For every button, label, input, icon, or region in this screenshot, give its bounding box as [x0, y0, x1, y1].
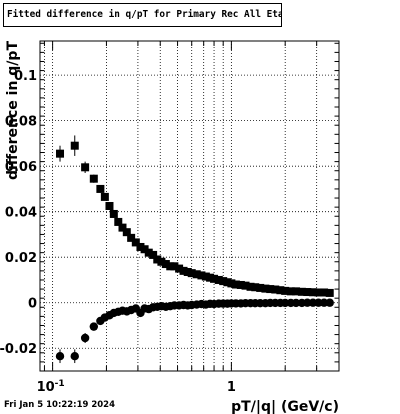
data-point-square: [136, 242, 145, 251]
data-point-square: [56, 149, 65, 158]
y-axis-label: difference in q/pT: [5, 41, 21, 180]
data-point-square: [192, 270, 201, 279]
data-point-square: [297, 287, 306, 296]
data-point-square: [100, 192, 109, 201]
data-point-square: [144, 248, 153, 257]
tick-labels: -0.02 0 0.02 0.04 0.06 0.08 0.1 10-1 1: [0, 69, 236, 395]
data-markers: [55, 141, 334, 361]
data-point-square: [256, 283, 265, 292]
data-point-square: [251, 283, 260, 292]
data-point-square: [281, 286, 290, 295]
data-point-square: [214, 275, 223, 284]
data-point-square: [236, 280, 245, 289]
data-point-square: [292, 287, 301, 296]
data-point-circle: [55, 352, 65, 361]
data-point-square: [175, 264, 184, 273]
y-tick-label: 0.1: [14, 69, 37, 84]
data-point-square: [231, 280, 240, 289]
data-point-square: [219, 277, 228, 286]
grid: [40, 41, 339, 371]
plot-title: Fitted difference in q/pT for Primary Re…: [3, 3, 282, 27]
data-point-square: [118, 223, 127, 232]
data-point-square: [70, 141, 79, 150]
y-tick-label: 0.06: [5, 160, 37, 175]
data-point-square: [105, 202, 114, 210]
data-point-square: [246, 282, 255, 291]
data-point-square: [170, 262, 179, 271]
data-point-square: [201, 272, 210, 281]
data-point-square: [314, 288, 323, 297]
y-tick-label: 0.02: [5, 251, 37, 266]
data-point-square: [261, 284, 270, 293]
data-point-square: [286, 287, 295, 296]
data-point-square: [122, 228, 131, 237]
data-point-square: [276, 286, 285, 295]
data-point-square: [179, 266, 188, 275]
error-bars: [59, 135, 331, 364]
data-point-square: [187, 269, 196, 278]
data-point-square: [303, 288, 312, 297]
data-point-circle: [89, 322, 99, 331]
data-point-circle: [291, 298, 301, 308]
x-axis-label: pT/|q| (GeV/c): [231, 399, 339, 414]
data-point-circle: [80, 333, 90, 343]
data-point-square: [153, 255, 162, 264]
data-point-square: [157, 257, 166, 266]
data-point-square: [210, 274, 219, 283]
data-point-square: [308, 288, 317, 297]
data-point-square: [114, 217, 123, 226]
data-point-square: [109, 209, 118, 218]
data-point-square: [81, 163, 90, 172]
y-tick-label: 0: [28, 297, 37, 312]
data-point-square: [89, 174, 98, 183]
x-tick-label: 1: [227, 380, 236, 395]
data-point-square: [325, 288, 334, 297]
data-point-square: [320, 288, 329, 297]
data-point-square: [161, 260, 170, 269]
data-point-square: [166, 262, 175, 271]
data-point-square: [96, 184, 105, 193]
data-point-square: [266, 285, 275, 294]
data-point-circle: [70, 352, 79, 361]
data-point-square: [241, 281, 250, 290]
data-point-square: [271, 285, 280, 294]
data-point-square: [227, 279, 236, 288]
data-point-square: [197, 271, 206, 280]
y-tick-label: -0.02: [0, 342, 37, 357]
data-point-square: [149, 250, 158, 259]
timestamp: Fri Jan 5 10:22:19 2024: [4, 400, 116, 410]
data-point-circle: [325, 298, 334, 307]
plot-frame: [39, 40, 340, 372]
x-tick-label: 10-1: [37, 379, 65, 395]
data-point-square: [131, 238, 140, 247]
y-tick-label: 0.08: [5, 115, 37, 130]
y-tick-label: 0.04: [5, 206, 37, 221]
data-point-square: [127, 233, 136, 242]
axis-ticks: [40, 41, 339, 372]
data-point-square: [140, 245, 149, 254]
